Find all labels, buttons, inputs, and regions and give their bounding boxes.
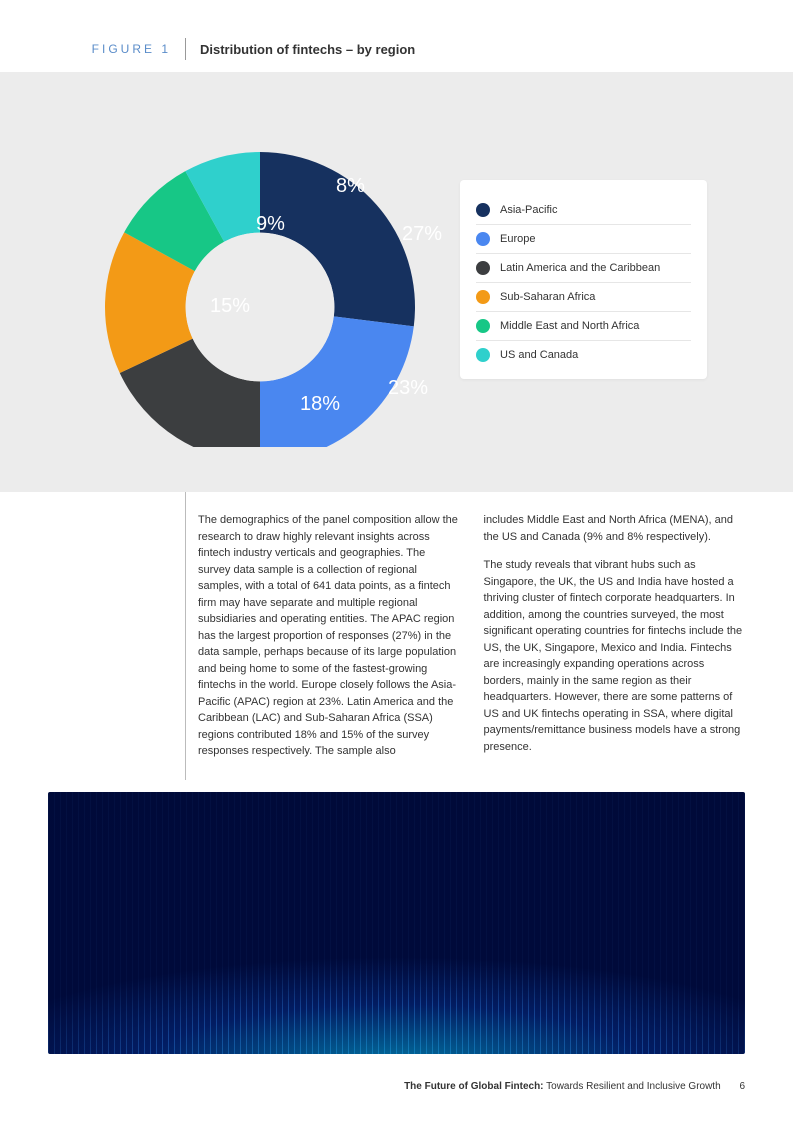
slice-percent-label: 18% xyxy=(300,393,340,416)
figure-title: Distribution of fintechs – by region xyxy=(186,42,415,57)
legend-swatch xyxy=(476,319,490,333)
footer-title-rest: Towards Resilient and Inclusive Growth xyxy=(544,1081,721,1092)
legend-swatch xyxy=(476,348,490,362)
slice-percent-label: 9% xyxy=(256,213,285,236)
body-paragraph: The study reveals that vibrant hubs such… xyxy=(484,557,746,755)
slice-percent-label: 15% xyxy=(210,295,250,318)
page-footer: The Future of Global Fintech: Towards Re… xyxy=(404,1081,745,1092)
donut-chart-section: 27% 23% 18% 15% 9% 8% Asia-Pacific Europe Latin… xyxy=(0,72,793,492)
legend-swatch xyxy=(476,261,490,275)
decorative-photo xyxy=(48,792,745,1054)
body-paragraph: The demographics of the panel compositio… xyxy=(198,512,460,760)
footer-title-bold: The Future of Global Fintech: xyxy=(404,1081,543,1092)
legend-label: US and Canada xyxy=(500,349,578,361)
figure-header: FIGURE 1 Distribution of fintechs – by r… xyxy=(0,0,793,72)
body-content: The demographics of the panel compositio… xyxy=(0,492,793,780)
legend-swatch xyxy=(476,290,490,304)
slice-percent-label: 8% xyxy=(336,175,365,198)
slice-percent-label: 23% xyxy=(388,377,428,400)
legend-item: Europe xyxy=(476,225,691,254)
legend-label: Latin America and the Caribbean xyxy=(500,262,660,274)
body-paragraph: includes Middle East and North Africa (M… xyxy=(484,512,746,545)
body-column-1: The demographics of the panel compositio… xyxy=(198,512,460,760)
page-number: 6 xyxy=(739,1081,745,1092)
legend-swatch xyxy=(476,232,490,246)
legend-label: Sub-Saharan Africa xyxy=(500,291,595,303)
column-rule xyxy=(185,492,186,780)
donut-chart: 27%23%18%15%9%8% xyxy=(90,107,430,447)
legend-label: Middle East and North Africa xyxy=(500,320,639,332)
legend-item: Latin America and the Caribbean xyxy=(476,254,691,283)
legend-label: Asia-Pacific xyxy=(500,204,557,216)
legend-item: Middle East and North Africa xyxy=(476,312,691,341)
legend-swatch xyxy=(476,203,490,217)
legend-label: Europe xyxy=(500,233,535,245)
body-column-2: includes Middle East and North Africa (M… xyxy=(484,512,746,760)
chart-legend: Asia-Pacific Europe Latin America and the … xyxy=(460,180,707,379)
figure-number: FIGURE 1 xyxy=(0,42,185,56)
legend-item: US and Canada xyxy=(476,341,691,369)
slice-percent-label: 27% xyxy=(402,223,442,246)
legend-item: Asia-Pacific xyxy=(476,196,691,225)
donut-hole xyxy=(186,233,335,382)
legend-item: Sub-Saharan Africa xyxy=(476,283,691,312)
